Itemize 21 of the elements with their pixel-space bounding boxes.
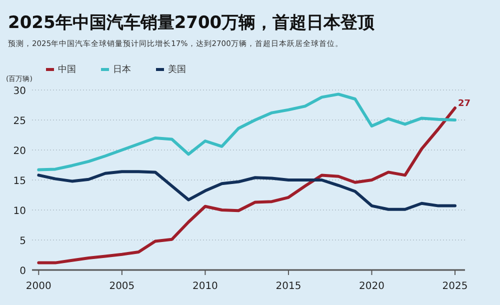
y-tick-label: 30 (13, 86, 26, 97)
y-tick-label: 25 (13, 116, 26, 127)
y-tick-label: 15 (13, 176, 26, 187)
x-tick-label: 2000 (26, 281, 52, 292)
x-tick-label: 2020 (359, 281, 384, 292)
chart-title: 2025年中国汽车销量2700万辆，首超日本登顶 (8, 13, 376, 33)
y-tick-label: 20 (13, 146, 26, 157)
annotation: 27 (458, 99, 471, 109)
x-tick-label: 2005 (109, 281, 135, 292)
x-tick-label: 2025 (442, 281, 468, 292)
legend-label: 中国 (58, 64, 76, 75)
y-tick-label: 0 (20, 266, 26, 277)
legend-label: 日本 (113, 64, 131, 75)
legend-label: 美国 (168, 64, 186, 75)
y-tick-label: 5 (20, 236, 26, 247)
line-series (37, 170, 457, 211)
y-tick-label: 10 (13, 206, 26, 217)
line-series (37, 106, 457, 264)
x-tick-label: 2010 (192, 281, 218, 292)
x-tick-label: 2015 (276, 281, 302, 292)
line-series (37, 92, 457, 172)
